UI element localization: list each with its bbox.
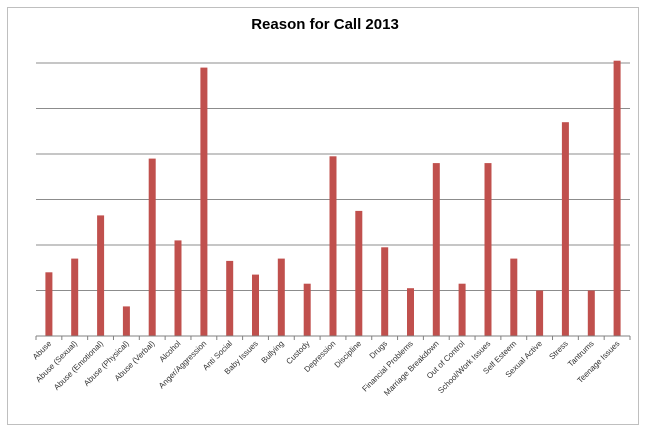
bar — [45, 272, 53, 336]
bar — [561, 122, 569, 336]
category-label: Bullying — [260, 339, 286, 365]
category-label: Anger/Aggression — [157, 339, 208, 390]
bar — [97, 215, 105, 336]
category-label: Stress — [547, 339, 569, 361]
bar — [381, 247, 389, 336]
bar — [613, 60, 621, 336]
category-label: Discipline — [333, 339, 364, 370]
category-label: Abuse (Physical) — [82, 339, 131, 388]
bar — [484, 163, 492, 336]
bar — [303, 283, 311, 336]
bar — [252, 274, 259, 336]
bar — [407, 288, 414, 336]
bar — [536, 290, 544, 336]
bars — [45, 60, 621, 336]
category-label: Abuse — [31, 339, 54, 362]
bar — [122, 306, 130, 336]
x-ticks — [35, 336, 631, 340]
category-label: Alcohol — [157, 339, 182, 364]
category-label: Drugs — [368, 339, 389, 360]
bar — [329, 156, 337, 336]
bar — [71, 258, 79, 336]
chart-frame — [7, 7, 639, 425]
chart-title: Reason for Call 2013 — [251, 16, 399, 33]
bar — [458, 283, 466, 336]
bar — [226, 260, 234, 336]
bar — [432, 163, 440, 336]
bar — [587, 290, 595, 336]
bar — [355, 210, 363, 336]
bar — [174, 240, 182, 336]
bar — [510, 258, 518, 336]
bar — [277, 258, 285, 336]
bar — [148, 158, 156, 336]
bar — [200, 67, 208, 336]
